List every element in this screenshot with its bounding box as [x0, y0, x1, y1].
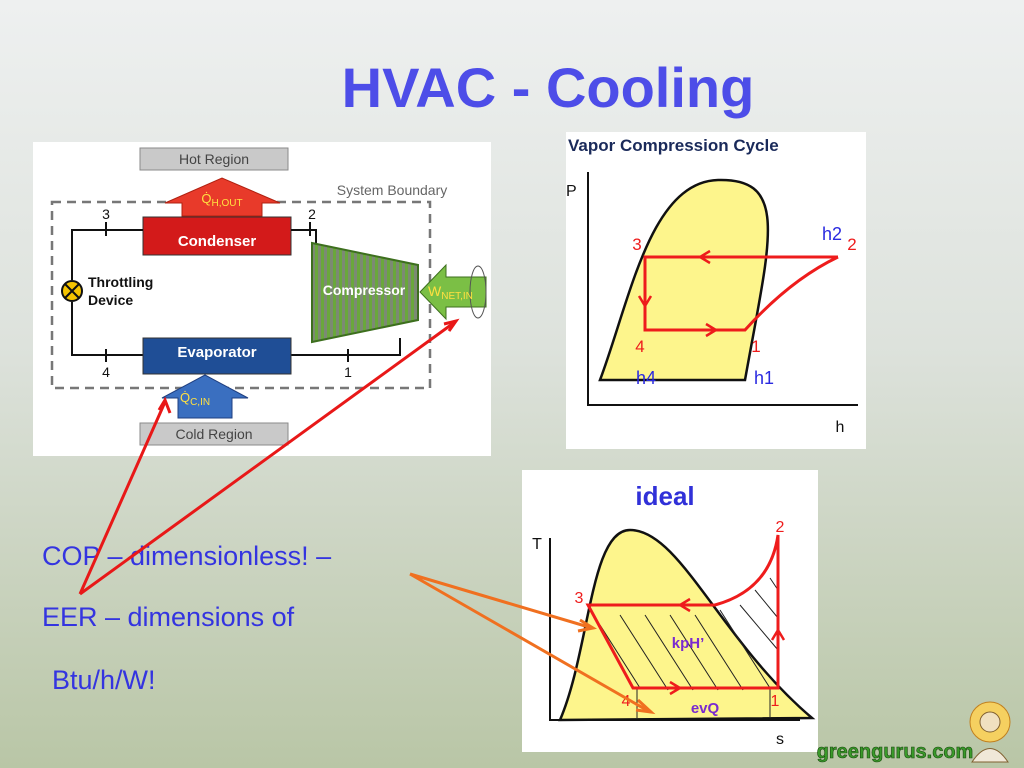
text: WNET,IN [428, 283, 473, 302]
shape [71, 229, 401, 356]
heat-in-symbol: Q̇ [180, 390, 190, 405]
logo: greengurus.com [816, 701, 1011, 763]
text: Q̇C,IN [180, 390, 210, 408]
state-label: 4 [102, 364, 110, 380]
shape [599, 577, 779, 691]
shape [979, 711, 1001, 733]
body-line: COP – dimensionless! – [42, 541, 331, 571]
throttling-label: Throttling [88, 274, 153, 290]
throttling-label: Device [88, 292, 133, 308]
shape [161, 374, 249, 419]
ts-annotation: kpH’ [672, 635, 705, 652]
shape [311, 241, 419, 344]
schematic: Hot Region System Boundary Q̇H,OUT Conde… [33, 142, 491, 456]
shape [78, 320, 456, 596]
shape [64, 283, 80, 299]
shape [643, 255, 839, 332]
heat-in-sub: C,IN [190, 397, 210, 408]
shape [549, 538, 800, 721]
hot-region: Hot Region [179, 151, 249, 167]
ph-point: 4 [635, 337, 644, 356]
state-label: 1 [344, 364, 352, 380]
shape [105, 222, 349, 362]
text: Q̇H,OUT [201, 191, 242, 209]
body-line: Btu/h/W! [52, 665, 156, 695]
ph-title: Vapor Compression Cycle [568, 136, 779, 155]
enthalpy-label: h2 [822, 224, 842, 244]
heat-out-symbol: Q̇ [201, 191, 211, 206]
ph-point: 2 [847, 235, 856, 254]
shape [971, 748, 1009, 763]
compressor: Compressor [323, 282, 406, 298]
state-label: 2 [308, 206, 316, 222]
logo-text: greengurus.com [817, 741, 974, 763]
ts-point: 4 [622, 693, 631, 710]
slide-title: HVAC - Cooling [342, 56, 755, 119]
shape [139, 422, 289, 446]
shape [469, 265, 487, 319]
shape [142, 216, 292, 256]
shape [577, 618, 656, 715]
ts-point: 3 [575, 590, 584, 607]
evaporator: Evaporator [177, 344, 256, 361]
ts-diagram: ideal T s 2 3 1 4 kpH’ evQ [522, 470, 818, 752]
pointer-arrows [78, 318, 656, 715]
heat-out-sub: H,OUT [212, 198, 243, 209]
shape [139, 147, 289, 171]
ts-point: 2 [776, 519, 785, 536]
shape [637, 249, 719, 338]
system-boundary: System Boundary [337, 182, 448, 198]
ts-title: ideal [635, 481, 694, 511]
enthalpy-label: h1 [754, 368, 774, 388]
shape [164, 177, 281, 217]
ts-y-label: T [532, 536, 542, 553]
work-in-symbol: W [428, 283, 442, 299]
enthalpy-label: h4 [636, 368, 656, 388]
shape [142, 337, 292, 375]
shape [409, 572, 651, 714]
ts-point: 1 [771, 693, 780, 710]
ph-x-label: h [836, 419, 845, 436]
ph-y-label: P [566, 183, 577, 200]
state-label: 3 [102, 206, 110, 222]
condenser: Condenser [178, 233, 257, 250]
cold-region: Cold Region [175, 426, 252, 442]
shape [669, 597, 786, 696]
work-in-sub: NET,IN [441, 291, 473, 302]
ts-x-label: s [776, 731, 784, 748]
shape [585, 534, 780, 690]
ts-annotation: evQ [691, 700, 720, 717]
ph-point: 1 [751, 337, 760, 356]
shape [157, 318, 460, 414]
ph-point: 3 [632, 235, 641, 254]
shape [587, 172, 858, 406]
ph-diagram: Vapor Compression Cycle P h 3 2 4 1 h2 h… [566, 132, 866, 449]
body-line: EER – dimensions of [42, 602, 295, 632]
